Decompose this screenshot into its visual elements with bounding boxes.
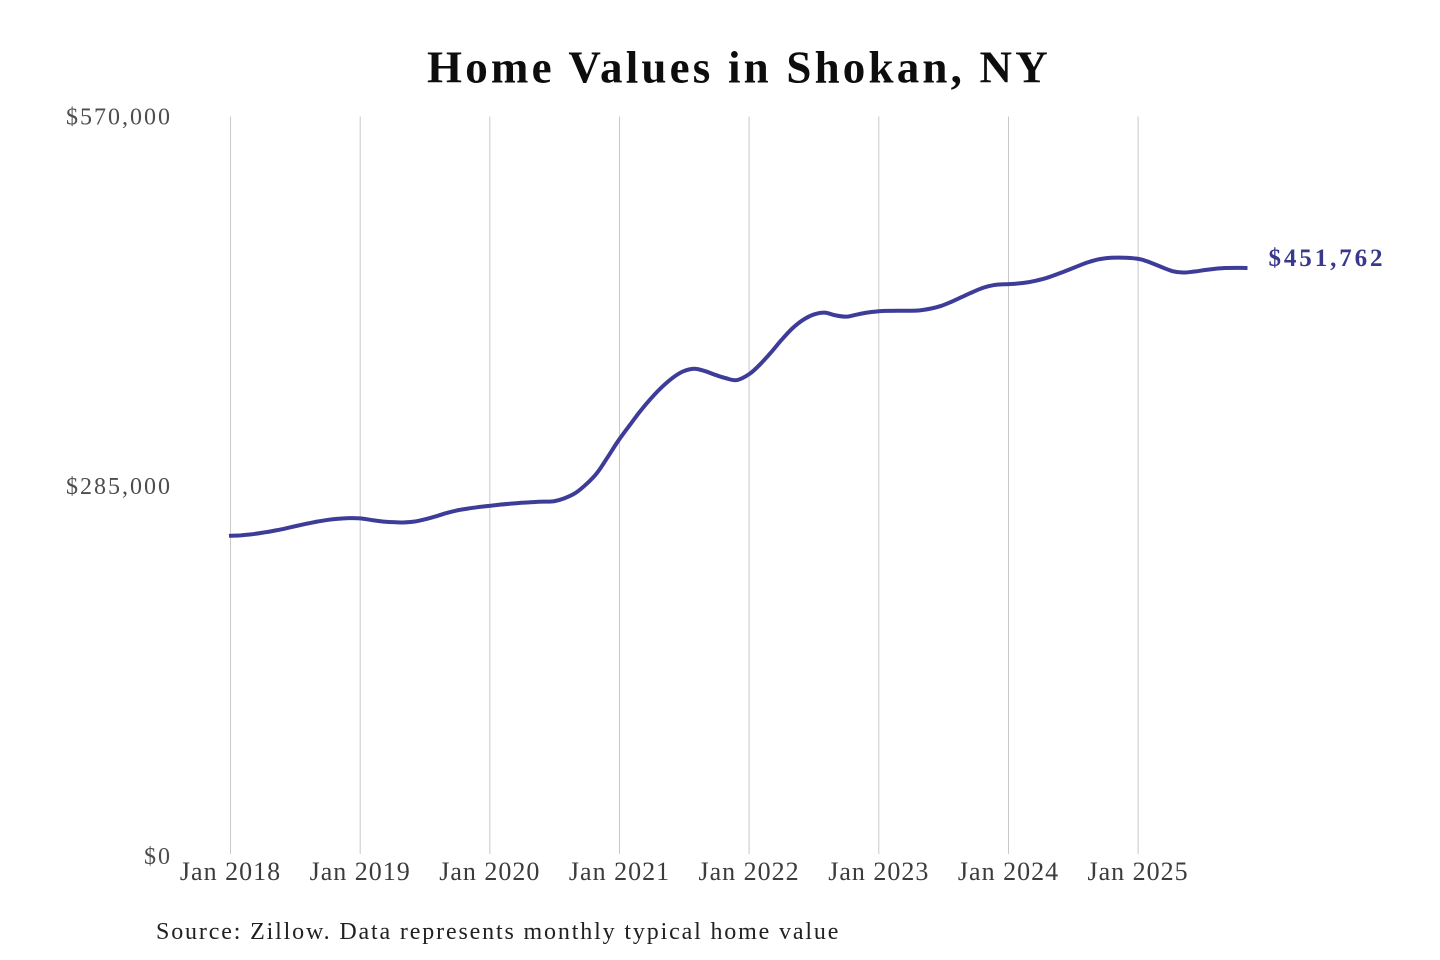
svg-text:Jan 2024: Jan 2024 [958,857,1059,886]
svg-text:Source: Zillow. Data represent: Source: Zillow. Data represents monthly … [156,919,840,945]
svg-text:$0: $0 [144,844,172,870]
svg-text:Jan 2018: Jan 2018 [180,857,281,886]
svg-text:Jan 2025: Jan 2025 [1088,857,1189,886]
svg-text:Jan 2021: Jan 2021 [569,857,670,886]
svg-text:Jan 2023: Jan 2023 [828,857,929,886]
svg-text:$285,000: $285,000 [66,474,172,500]
svg-text:Jan 2020: Jan 2020 [439,857,540,886]
svg-text:Home Values in Shokan, NY: Home Values in Shokan, NY [427,43,1051,93]
svg-text:$451,762: $451,762 [1269,245,1386,272]
svg-text:Jan 2022: Jan 2022 [699,857,800,886]
svg-text:Jan 2019: Jan 2019 [310,857,411,886]
svg-text:$570,000: $570,000 [66,104,172,130]
